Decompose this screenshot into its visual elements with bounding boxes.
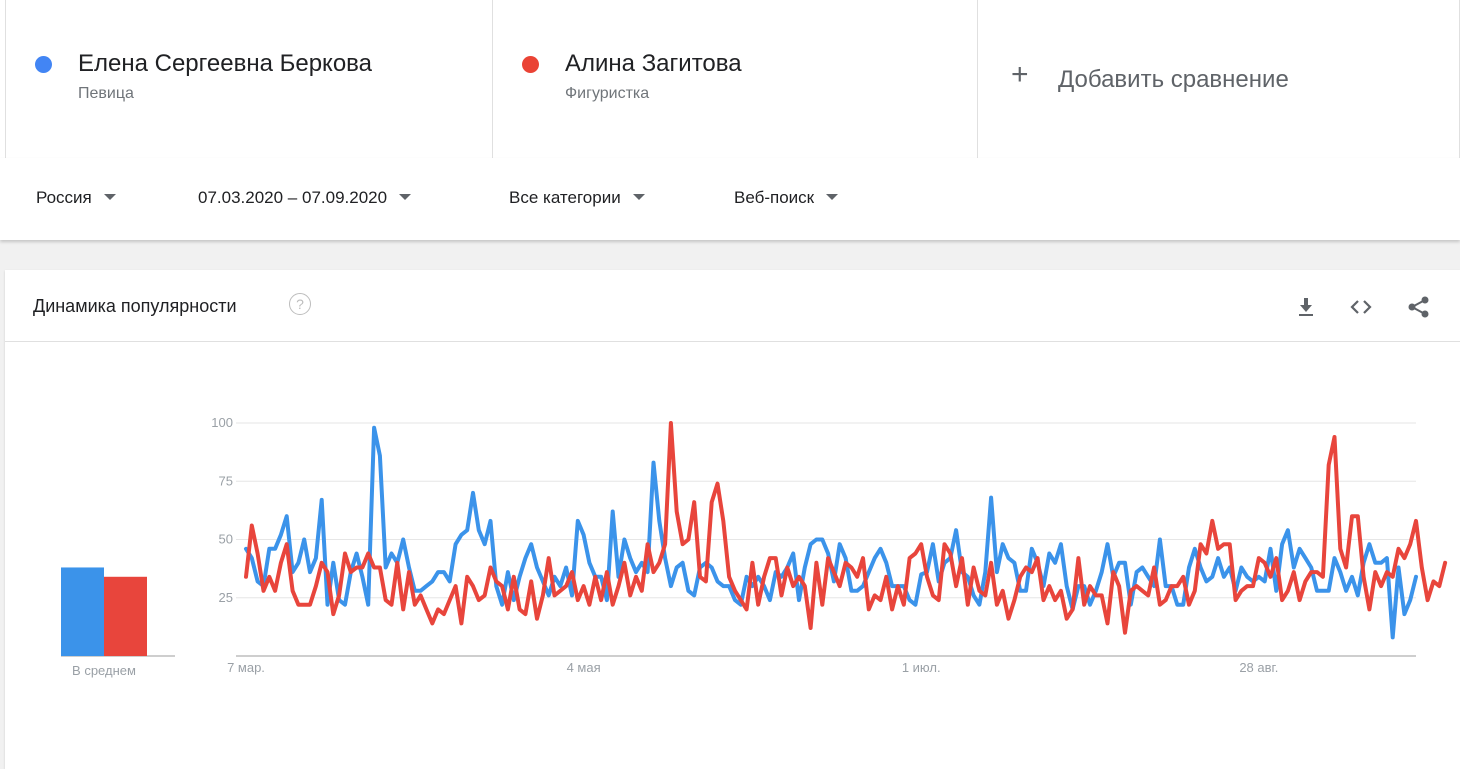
card-title: Динамика популярности [33, 296, 237, 316]
term-card-1[interactable]: Елена Сергеевна Беркова Певица [5, 0, 492, 158]
help-icon[interactable]: ? [289, 293, 311, 315]
chevron-down-icon [103, 193, 116, 200]
term-1-subtitle: Певица [78, 85, 134, 102]
average-bar-1 [61, 567, 104, 656]
add-comparison-button[interactable]: + Добавить сравнение [978, 0, 1459, 158]
interest-chart: 100 75 50 25 7 мар. 4 мая 1 июл. 28 авг. В средн… [61, 415, 1448, 678]
download-icon[interactable] [1291, 292, 1321, 322]
add-comparison-card: + Добавить сравнение [977, 0, 1460, 158]
series-line-2 [244, 421, 1448, 635]
y-tick-label: 100 [211, 415, 233, 430]
term-2-subtitle: Фигуристка [565, 85, 650, 102]
date-range-dropdown[interactable]: 07.03.2020 – 07.09.2020 [198, 188, 412, 208]
card-header: Динамика популярности ? [5, 270, 1460, 342]
region-label: Россия [36, 188, 92, 207]
interest-over-time-card: Динамика популярности ? 100 75 50 25 7 мар. 4… [5, 270, 1460, 769]
average-bar-2 [104, 576, 147, 656]
category-dropdown[interactable]: Все категории [509, 188, 645, 208]
comparison-terms-bar: Елена Сергеевна Беркова Певица Алина Заг… [0, 0, 1460, 159]
search-type-dropdown[interactable]: Веб-поиск [734, 188, 839, 208]
average-label: В среднем [72, 663, 136, 678]
term-2-name: Алина Загитова [565, 50, 742, 77]
embed-icon[interactable] [1346, 292, 1376, 322]
chevron-down-icon [826, 193, 839, 200]
chevron-down-icon [632, 193, 645, 200]
x-tick-label: 7 мар. [227, 660, 265, 675]
add-comparison-label: Добавить сравнение [1058, 66, 1289, 93]
plus-icon: + [1011, 58, 1029, 91]
y-tick-label: 50 [219, 532, 233, 547]
series-line-1 [244, 425, 1418, 640]
x-tick-label: 1 июл. [902, 660, 941, 675]
y-tick-label: 75 [219, 473, 233, 488]
term-2-color-dot [522, 56, 539, 73]
term-card-2[interactable]: Алина Загитова Фигуристка [492, 0, 977, 158]
filters-bar: Россия 07.03.2020 – 07.09.2020 Все катег… [0, 158, 1460, 240]
y-tick-label: 25 [219, 590, 233, 605]
term-1-color-dot [35, 56, 52, 73]
search-type-label: Веб-поиск [734, 188, 815, 207]
share-icon[interactable] [1403, 292, 1433, 322]
date-range-label: 07.03.2020 – 07.09.2020 [198, 188, 388, 207]
term-1-name: Елена Сергеевна Беркова [78, 50, 372, 77]
chevron-down-icon [399, 193, 412, 200]
category-label: Все категории [509, 188, 621, 207]
region-dropdown[interactable]: Россия [36, 188, 116, 208]
x-tick-label: 4 мая [567, 660, 601, 675]
x-tick-label: 28 авг. [1239, 660, 1278, 675]
